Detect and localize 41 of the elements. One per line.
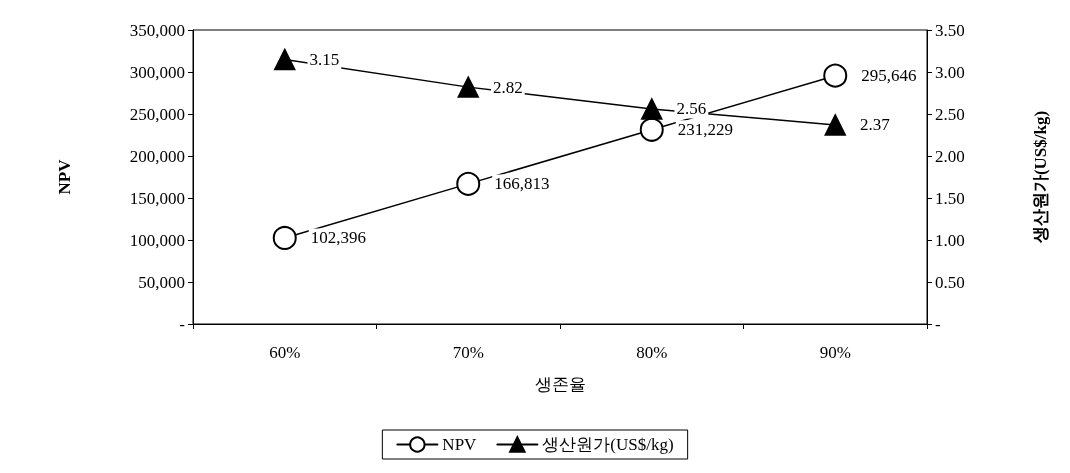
x-axis-title: 생존율	[534, 375, 586, 394]
data-label: 2.56	[676, 99, 707, 119]
y-tick-label: 250,000	[129, 104, 185, 124]
data-label: 2.82	[493, 77, 523, 97]
y2-tick-label: 0.50	[935, 272, 965, 292]
legend-label: 생산원가(US$/kg)	[542, 435, 674, 454]
point	[272, 225, 297, 250]
data-label: 166,813	[494, 174, 550, 194]
x-tick-label: 60%	[269, 343, 301, 362]
y-tick-label: 100,000	[129, 230, 185, 250]
y2-tick-label: 1.50	[935, 188, 965, 208]
y-tick-label: 300,000	[129, 62, 185, 82]
y2-tick-label: 2.00	[935, 146, 965, 166]
y2-tick-label: 1.00	[935, 230, 965, 250]
x-tick-label: 70%	[452, 343, 484, 362]
y-tick-label: 200,000	[129, 146, 185, 166]
point	[824, 114, 846, 136]
point	[274, 48, 296, 71]
y-tick-label: 350,000	[129, 20, 185, 40]
point	[456, 171, 481, 196]
point	[823, 63, 848, 88]
point	[641, 98, 663, 120]
x-tick-label: 90%	[819, 343, 851, 362]
point	[457, 76, 479, 98]
y2-tick-label: 3.50	[935, 20, 965, 40]
y-axis-title: NPV	[55, 158, 74, 195]
y2-tick-label: 2.50	[935, 104, 965, 124]
y2-tick-label: 3.00	[935, 62, 965, 82]
y-tick-label: 150,000	[129, 188, 185, 208]
y2-tick-label: -	[935, 314, 941, 334]
legend-label: NPV	[442, 435, 478, 454]
data-label: 231,229	[677, 120, 733, 140]
point	[639, 117, 664, 142]
x-tick-label: 80%	[636, 343, 668, 362]
data-label: 295,646	[861, 66, 917, 86]
y2-axis-title: 생산원가(US$/kg)	[1031, 110, 1050, 245]
data-label: 2.37	[860, 115, 891, 135]
data-label: 3.15	[309, 49, 340, 69]
y-tick-label: 50,000	[138, 272, 185, 292]
y-tick-label: -	[179, 314, 186, 334]
data-label: 102,396	[310, 228, 366, 248]
